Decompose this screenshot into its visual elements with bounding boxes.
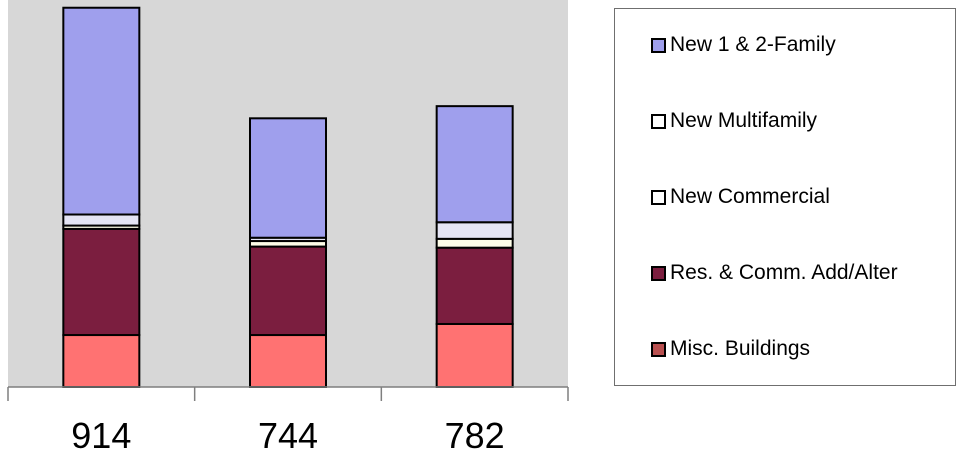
bar-segment-new-1-2-family-782 <box>435 105 514 224</box>
legend-swatch-misc-buildings <box>651 341 666 357</box>
legend-label-new-1-2-family: New 1 & 2-Family <box>670 33 836 56</box>
legend-item-res-comm-add-alter: Res. & Comm. Add/Alter <box>651 261 898 285</box>
legend-label-res-comm-add-alter: Res. & Comm. Add/Alter <box>670 261 898 284</box>
legend-item-new-multifamily: New Multifamily <box>651 109 817 133</box>
legend-swatch-new-commercial <box>651 189 666 205</box>
legend-swatch-res-comm-add-alter <box>651 265 666 281</box>
bars-group <box>62 6 514 389</box>
bar-segment-new-commercial-782 <box>435 237 514 249</box>
legend-swatch-new-multifamily <box>651 113 666 129</box>
bar-segment-misc-buildings-914 <box>62 334 141 389</box>
stacked-bar-chart: 914 744 782 <box>7 0 569 456</box>
category-label-914: 914 <box>71 415 131 456</box>
category-label-782: 782 <box>445 415 505 456</box>
bar-segment-misc-buildings-782 <box>435 322 514 388</box>
bar-segment-new-multifamily-782 <box>435 221 514 240</box>
bar-segment-res-comm-add-alter-782 <box>435 246 514 325</box>
legend-item-new-1-2-family: New 1 & 2-Family <box>651 33 836 57</box>
bar-segment-res-comm-add-alter-914 <box>62 227 141 337</box>
bar-segment-res-comm-add-alter-744 <box>249 245 327 337</box>
category-labels: 914 744 782 <box>71 415 504 456</box>
legend-item-new-commercial: New Commercial <box>651 185 830 209</box>
legend-label-misc-buildings: Misc. Buildings <box>670 337 811 360</box>
legend: New 1 & 2-Family New Multifamily New Com… <box>614 8 956 386</box>
legend-item-misc-buildings: Misc. Buildings <box>651 337 810 361</box>
legend-swatch-new-1-2-family <box>651 37 666 53</box>
bar-segment-new-1-2-family-914 <box>62 6 141 216</box>
category-label-744: 744 <box>258 415 318 456</box>
legend-label-new-commercial: New Commercial <box>670 185 830 208</box>
bar-segment-misc-buildings-744 <box>249 334 327 389</box>
bar-segment-new-multifamily-914 <box>62 213 141 227</box>
x-axis-ticks <box>7 387 569 401</box>
legend-label-new-multifamily: New Multifamily <box>670 109 818 132</box>
bar-segment-new-1-2-family-744 <box>249 117 327 239</box>
